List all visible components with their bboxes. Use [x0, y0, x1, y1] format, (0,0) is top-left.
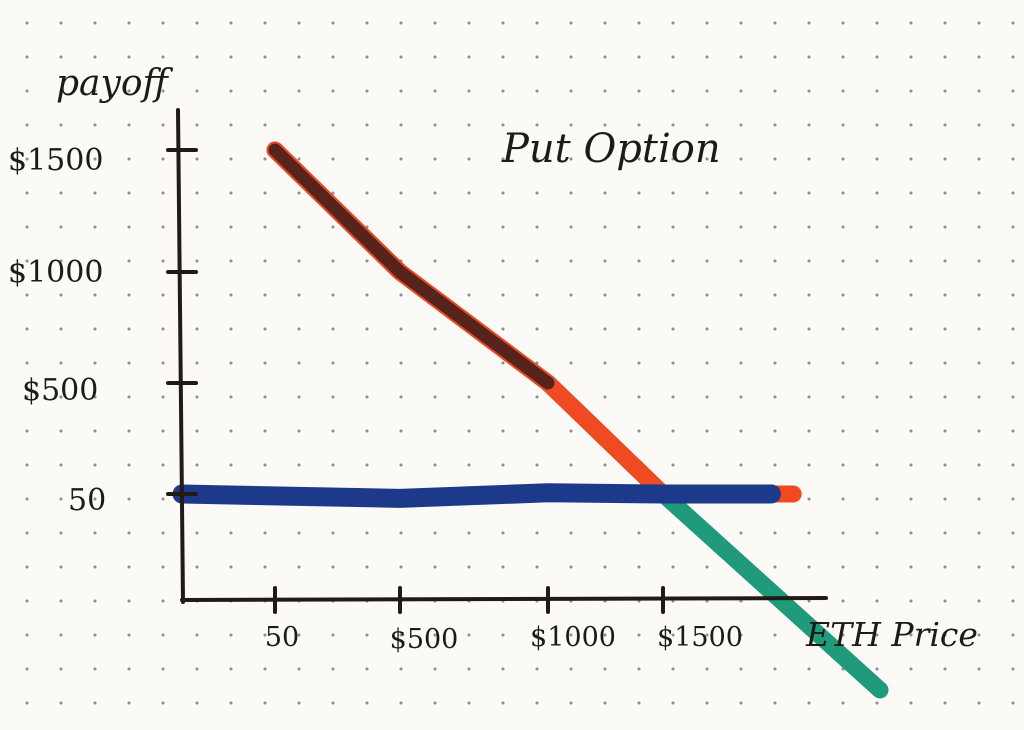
y-tick-label: 50	[68, 483, 106, 518]
series-line	[266, 141, 802, 503]
y-axis	[176, 108, 185, 604]
ticks-layer	[166, 148, 665, 614]
y-tick-label: $500	[22, 373, 98, 408]
y-tick-label: $1000	[8, 255, 103, 290]
x-tick-label: 50	[265, 622, 299, 653]
x-axis	[180, 596, 828, 602]
series-line	[172, 483, 781, 508]
chart-title: Put Option	[501, 126, 721, 172]
y-axis-label: payoff	[56, 63, 174, 104]
x-tick-label: $1000	[530, 622, 616, 653]
series-layer	[172, 141, 889, 699]
axes	[176, 108, 828, 604]
x-axis-label: ETH Price	[805, 615, 978, 654]
series-line	[268, 143, 555, 390]
y-tick-label: $1500	[8, 143, 103, 178]
x-tick-label: $1500	[657, 622, 743, 653]
x-tick-label: $500	[390, 624, 459, 655]
